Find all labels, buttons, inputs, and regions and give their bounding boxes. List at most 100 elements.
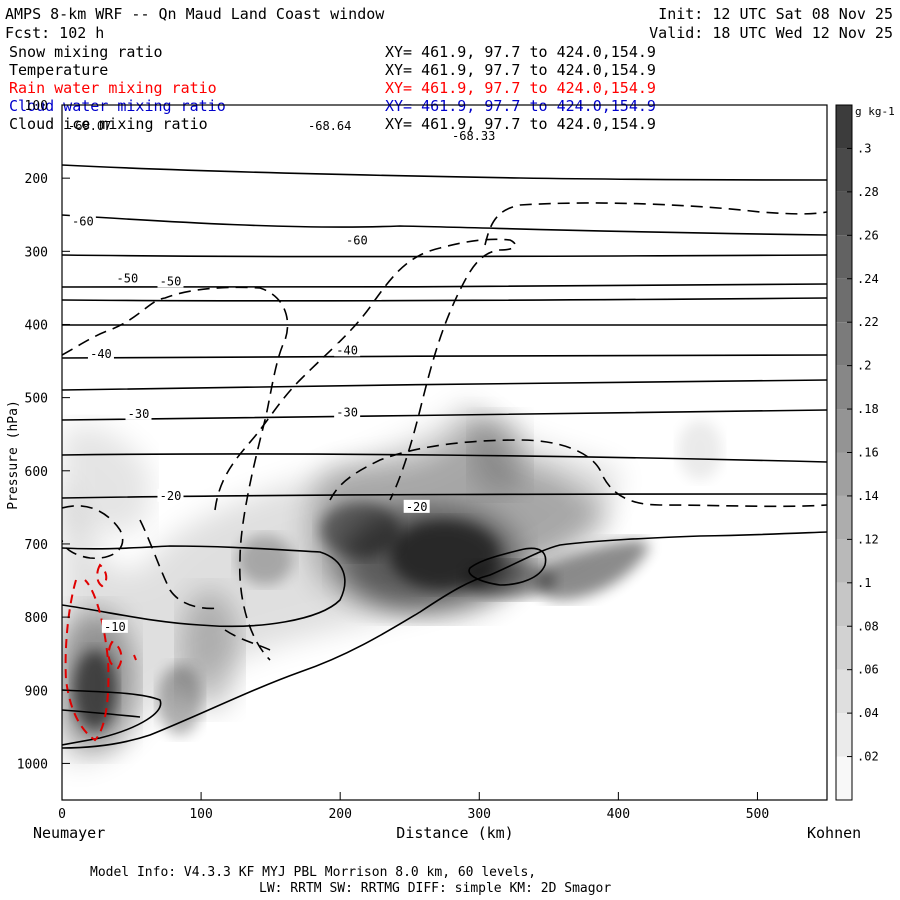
colorbar-swatch bbox=[836, 495, 852, 540]
temperature-label: -10 bbox=[104, 620, 126, 634]
colorbar-swatch bbox=[836, 539, 852, 583]
colorbar-tick-label: .02 bbox=[857, 750, 879, 764]
temperature-label: -40 bbox=[90, 347, 112, 361]
x-tick-label: 400 bbox=[607, 807, 630, 822]
contour-label-bg bbox=[87, 346, 114, 360]
legend-xy: XY= 461.9, 97.7 to 424.0,154.9 bbox=[385, 61, 656, 79]
valid-time: Valid: 18 UTC Wed 12 Nov 25 bbox=[649, 24, 893, 42]
colorbar-tick-label: .16 bbox=[857, 446, 879, 460]
legend-label: Rain water mixing ratio bbox=[9, 79, 217, 97]
colorbar-swatch bbox=[836, 322, 852, 366]
x-tick-label: 100 bbox=[189, 807, 212, 822]
cloud-ice-contours bbox=[62, 202, 827, 661]
colorbar-swatch bbox=[836, 713, 852, 757]
contour-label-bg bbox=[334, 405, 361, 419]
contour-label-bg bbox=[403, 499, 430, 513]
colorbar-tick-label: .1 bbox=[857, 576, 871, 590]
legend-label: Cloud ice mixing ratio bbox=[9, 115, 208, 133]
y-tick-label: 1000 bbox=[17, 757, 48, 772]
contour-label-bg bbox=[157, 274, 184, 288]
contour-label-bg bbox=[125, 406, 152, 420]
temperature-contours bbox=[62, 164, 827, 499]
x-left-station: Neumayer bbox=[33, 824, 105, 842]
colorbar-tick-label: .04 bbox=[857, 706, 879, 720]
forecast-hour: Fcst: 102 h bbox=[5, 24, 104, 42]
colorbar-tick-label: .22 bbox=[857, 315, 879, 329]
colorbar-swatch bbox=[836, 278, 852, 323]
colorbar-tick-label: .28 bbox=[857, 185, 879, 199]
y-tick-label: 400 bbox=[25, 318, 48, 333]
chart-title: AMPS 8-km WRF -- Qn Maud Land Coast wind… bbox=[5, 5, 385, 23]
terrain-boundary bbox=[62, 531, 827, 749]
y-tick-label: 100 bbox=[25, 99, 48, 114]
temperature-label: -20 bbox=[406, 500, 428, 514]
field-legend: Snow mixing ratio XY= 461.9, 97.7 to 424.… bbox=[9, 43, 656, 133]
top-value-label: -68.64 bbox=[308, 119, 351, 133]
x-axis-label: Distance (km) bbox=[396, 824, 513, 842]
contour-label-bg bbox=[101, 619, 128, 633]
temperature-label: -30 bbox=[128, 407, 150, 421]
colorbar-tick-label: .06 bbox=[857, 663, 879, 677]
temperature-label: -30 bbox=[336, 405, 358, 419]
colorbar-swatch bbox=[836, 105, 852, 149]
temperature-labels: -60 -60 -50 -50 -40 -40 -30 -30 -20 -20 -10 bbox=[69, 214, 430, 634]
colorbar-swatch bbox=[836, 452, 852, 496]
colorbar: .3 .28 .26 .24 .22 .2 .18 .16 .14 .12 .1 .08 .06 .04.… bbox=[835, 104, 895, 801]
legend-xy: XY= 461.9, 97.7 to 424.0,154.9 bbox=[385, 97, 656, 115]
colorbar-tick-label: .18 bbox=[857, 402, 879, 416]
colorbar-swatch bbox=[836, 756, 852, 800]
colorbar-unit: g kg-1 bbox=[855, 105, 895, 118]
init-time: Init: 12 UTC Sat 08 Nov 25 bbox=[658, 5, 893, 23]
colorbar-swatch bbox=[836, 235, 852, 279]
top-value-label: -68.33 bbox=[452, 129, 495, 143]
colorbar-swatch bbox=[836, 365, 852, 410]
colorbar-tick-label: .2 bbox=[857, 359, 871, 373]
legend-xy: XY= 461.9, 97.7 to 424.0,154.9 bbox=[385, 43, 656, 61]
colorbar-tick-label: .26 bbox=[857, 228, 879, 242]
colorbar-tick-label: .12 bbox=[857, 532, 879, 546]
colorbar-swatch bbox=[836, 409, 852, 453]
temperature-label: -50 bbox=[160, 275, 182, 289]
legend-xy: XY= 461.9, 97.7 to 424.0,154.9 bbox=[385, 115, 656, 133]
colorbar-swatch bbox=[836, 148, 852, 192]
colorbar-swatch bbox=[836, 582, 852, 627]
top-values: -69.07 -68.64 -68.33 bbox=[68, 119, 495, 143]
contour-label-bg bbox=[114, 271, 141, 285]
y-tick-label: 200 bbox=[25, 172, 48, 187]
x-tick-label: 0 bbox=[58, 807, 66, 822]
x-tick-label: 200 bbox=[328, 807, 351, 822]
y-tick-label: 600 bbox=[25, 465, 48, 480]
temperature-label: -60 bbox=[72, 215, 94, 229]
colorbar-tick-label: .3 bbox=[857, 141, 871, 155]
y-tick-label: 500 bbox=[25, 392, 48, 407]
colorbar-tick-label: .14 bbox=[857, 489, 879, 503]
y-axis-label: Pressure (hPa) bbox=[6, 400, 21, 510]
colorbar-swatch bbox=[836, 191, 852, 236]
legend-label: Snow mixing ratio bbox=[9, 43, 163, 61]
contour-label-bg bbox=[343, 233, 370, 247]
plot-frame bbox=[61, 104, 828, 801]
footer-model-info: Model Info: V4.3.3 KF MYJ PBL Morrison 8… bbox=[90, 865, 536, 880]
top-value-label: -69.07 bbox=[68, 119, 111, 133]
colorbar-swatch bbox=[836, 669, 852, 714]
legend-label: Cloud water mixing ratio bbox=[9, 97, 226, 115]
contour-label-bg bbox=[69, 214, 96, 228]
legend-xy: XY= 461.9, 97.7 to 424.0,154.9 bbox=[385, 79, 656, 97]
temperature-label: -50 bbox=[117, 272, 139, 286]
colorbar-swatch bbox=[836, 626, 852, 670]
y-tick-label: 800 bbox=[25, 611, 48, 626]
snow-shading bbox=[62, 400, 722, 764]
temperature-label: -40 bbox=[336, 343, 358, 357]
colorbar-tick-label: .24 bbox=[857, 272, 879, 286]
temperature-label: -20 bbox=[160, 489, 182, 503]
x-tick-label: 300 bbox=[468, 807, 491, 822]
colorbar-tick-label: .08 bbox=[857, 619, 879, 633]
x-tick-label: 500 bbox=[746, 807, 769, 822]
y-tick-label: 900 bbox=[25, 684, 48, 699]
legend-label: Temperature bbox=[9, 61, 108, 79]
contour-label-bg bbox=[157, 488, 184, 502]
footer-physics: LW: RRTM SW: RRTMG DIFF: simple KM: 2D S… bbox=[259, 881, 611, 896]
chart-axes: 0 100 200 300 400 500 100 200 300 400 500 600 700 800… bbox=[17, 99, 770, 822]
y-tick-label: 700 bbox=[25, 538, 48, 553]
